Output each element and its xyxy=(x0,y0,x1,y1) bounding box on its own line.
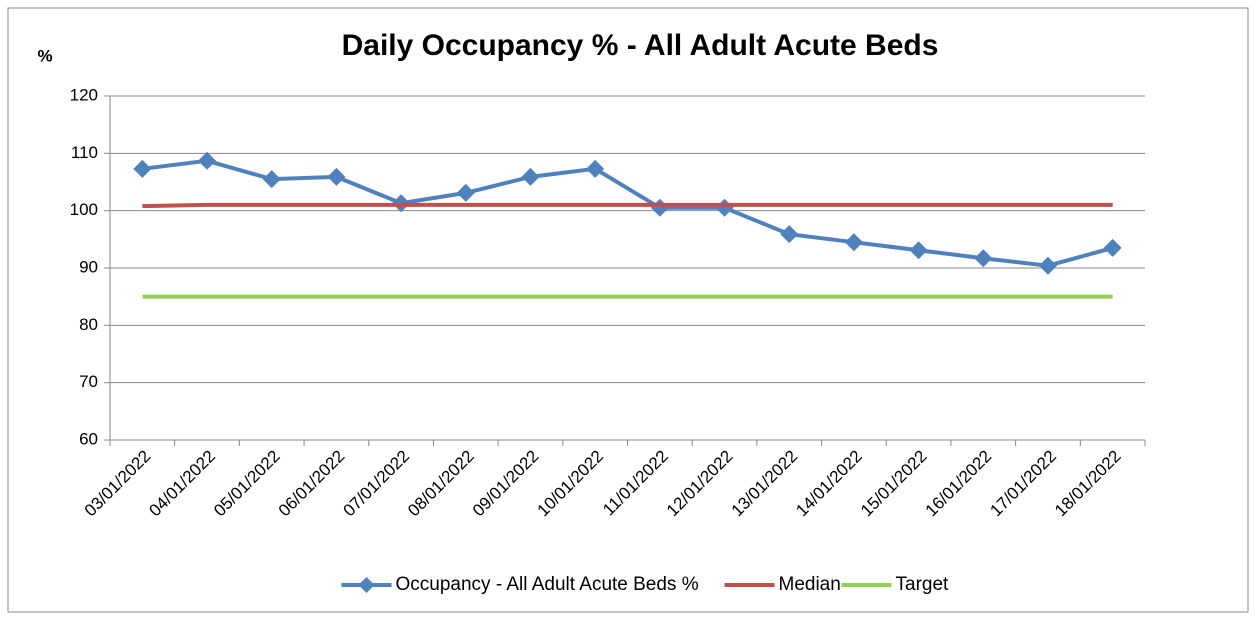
chart-title: Daily Occupancy % - All Adult Acute Beds xyxy=(342,29,939,62)
data-point xyxy=(909,241,928,260)
data-point xyxy=(844,233,863,252)
y-tick-label: 80 xyxy=(79,315,98,334)
y-tick-label: 120 xyxy=(70,85,98,104)
series-line xyxy=(142,202,1113,209)
y-axis-label: % xyxy=(37,46,52,65)
legend-label: Occupancy - All Adult Acute Beds % xyxy=(396,574,699,595)
data-point xyxy=(586,159,605,178)
data-point xyxy=(521,167,540,186)
data-point xyxy=(1103,238,1122,257)
legend-label: Median xyxy=(779,574,841,595)
data-point xyxy=(198,151,217,170)
data-point xyxy=(456,183,475,202)
chart-frame xyxy=(7,7,1249,613)
y-tick-label: 90 xyxy=(79,257,98,276)
y-tick-label: 70 xyxy=(79,372,98,391)
data-point xyxy=(780,225,799,244)
data-point xyxy=(974,249,993,268)
y-tick-label: 100 xyxy=(70,200,98,219)
series-line xyxy=(142,158,1114,268)
y-tick-label: 110 xyxy=(71,143,98,162)
legend-label: Target xyxy=(896,574,950,595)
data-point xyxy=(1038,256,1057,275)
y-tick-label: 60 xyxy=(79,429,98,448)
legend-marker xyxy=(358,577,375,593)
data-point xyxy=(327,167,346,186)
data-point xyxy=(262,170,281,189)
data-point xyxy=(133,159,152,178)
